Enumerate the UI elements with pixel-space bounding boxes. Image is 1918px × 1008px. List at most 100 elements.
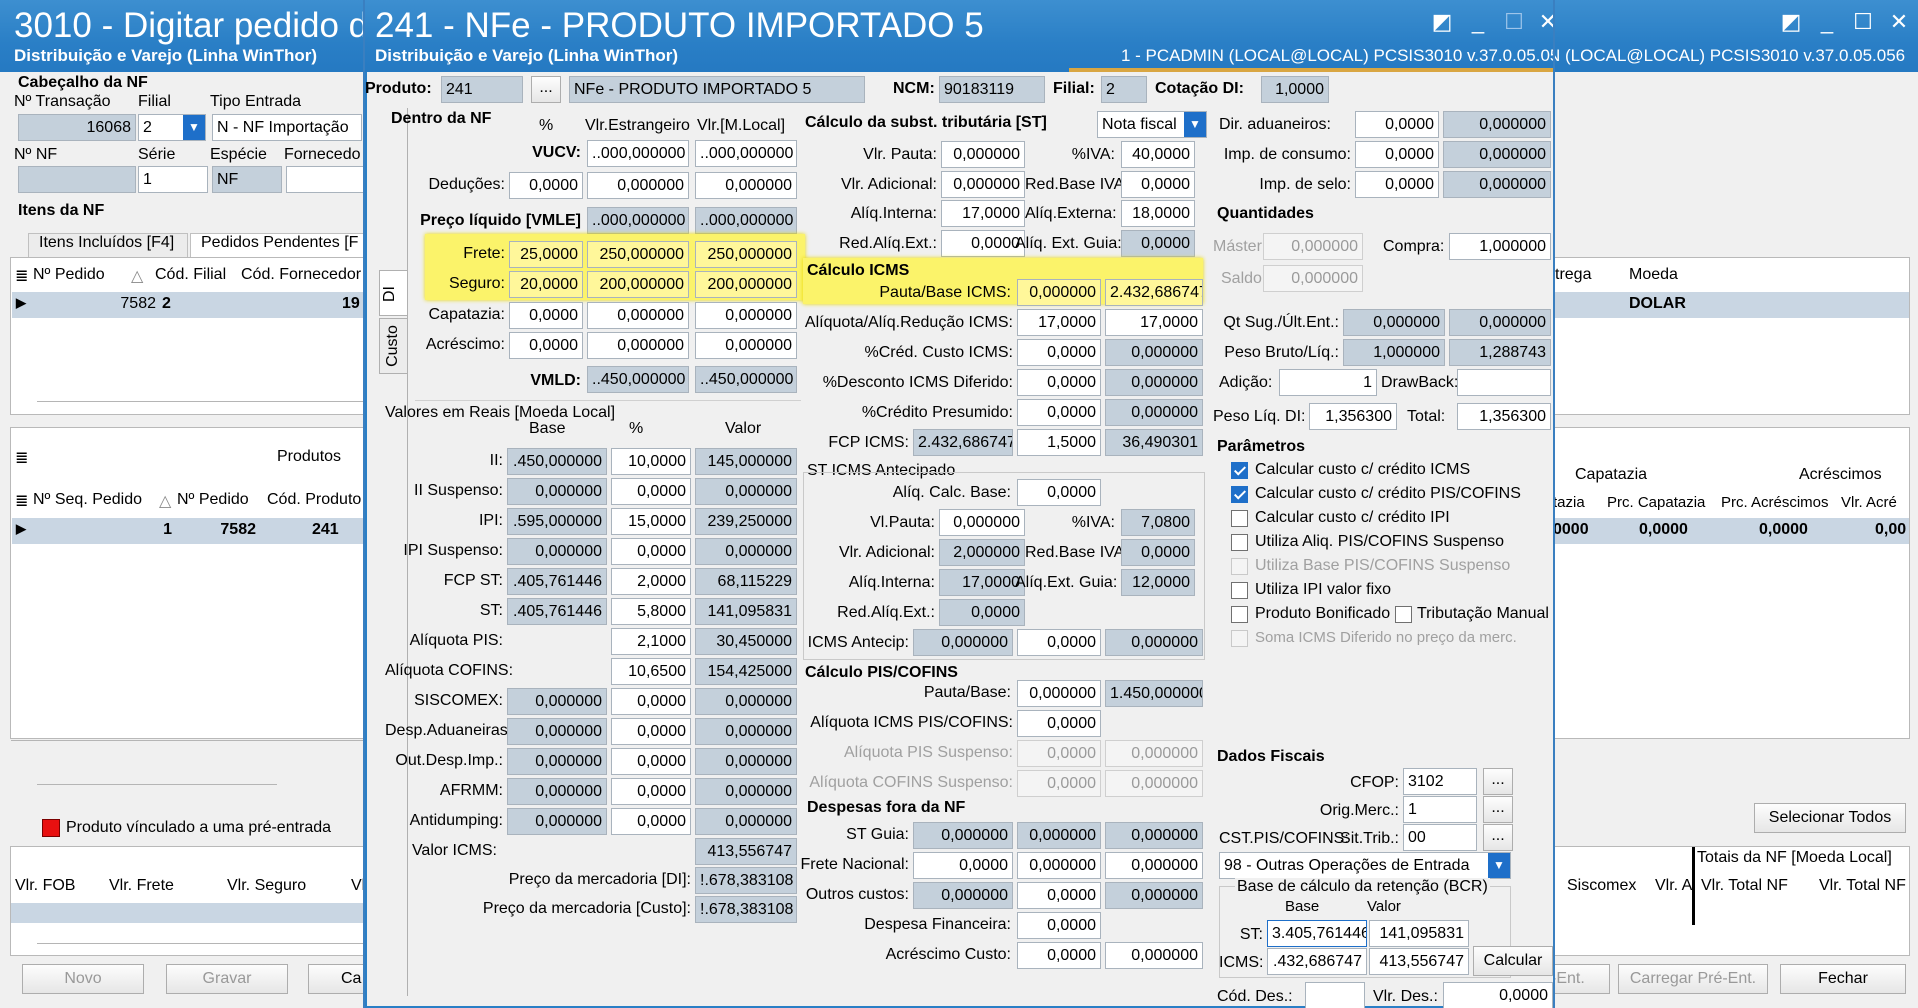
seguro-local[interactable]: 200,000000 — [695, 271, 797, 298]
vlr-des-field[interactable]: 0,0000 — [1443, 982, 1553, 1008]
imp-cons-2[interactable]: 0,000000 — [1443, 141, 1551, 168]
col-cod-filial[interactable]: Cód. Filial — [155, 266, 227, 283]
col-entrega[interactable]: trega — [1555, 266, 1592, 283]
transacao-field[interactable]: 16068 — [18, 114, 136, 141]
valor-icms-field[interactable]: 413,556747 — [695, 838, 797, 865]
antecip-vlr-adic[interactable]: 2,000000 — [939, 539, 1025, 566]
reais-row-pct[interactable]: 15,0000 — [611, 508, 691, 535]
desp-st-guia-1[interactable]: 0,000000 — [913, 822, 1013, 849]
st-aliq-guia[interactable]: 0,0000 — [1121, 230, 1195, 257]
col-vlr-seguro[interactable]: Vlr. Seguro — [227, 877, 307, 894]
reais-row-base[interactable]: 0,000000 — [507, 808, 607, 835]
pis-icms[interactable]: 0,0000 — [1017, 710, 1101, 737]
frete-pct[interactable]: 25,0000 — [509, 241, 583, 268]
col-vlr-a[interactable]: Vlr. A — [1655, 877, 1693, 894]
st-vlr-pauta[interactable]: 0,000000 — [941, 141, 1025, 168]
frete-estr[interactable]: 250,000000 — [587, 241, 689, 268]
qtd-drawback[interactable] — [1457, 369, 1551, 396]
edit-icon[interactable]: ◩ — [1431, 9, 1453, 34]
qtd-peso-di[interactable]: 1,356300 — [1309, 403, 1397, 430]
preco-custo-field[interactable]: !.678,383108 — [695, 896, 797, 923]
preco-di-field[interactable]: !.678,383108 — [695, 867, 797, 894]
st-redbase[interactable]: 0,0000 — [1121, 171, 1195, 198]
desp-outros-3[interactable]: 0,000000 — [1105, 882, 1203, 909]
ded-pct[interactable]: 0,0000 — [509, 172, 583, 199]
cancelar-button[interactable]: Ca — [308, 964, 370, 994]
param-trib-manual-checkbox[interactable] — [1395, 606, 1412, 623]
icms-cred-valor[interactable]: 0,000000 — [1105, 339, 1203, 366]
desp-fin[interactable]: 0,0000 — [1017, 912, 1101, 939]
sit-trib-field[interactable]: 00 — [1403, 824, 1477, 851]
scrollbar[interactable] — [37, 943, 367, 944]
antecip-icms-base[interactable]: 0,000000 — [913, 629, 1013, 656]
scrollbar[interactable] — [37, 784, 277, 785]
reais-row-valor[interactable]: 141,095831 — [695, 598, 797, 625]
novo-button[interactable]: Novo — [22, 964, 144, 994]
reais-row-valor[interactable]: 0,000000 — [695, 778, 797, 805]
col-vlr-acrescimos[interactable]: Vlr. Acré — [1841, 494, 1897, 511]
param-pis-checkbox[interactable] — [1231, 486, 1248, 503]
desp-acr-2[interactable]: 0,000000 — [1105, 942, 1203, 969]
seguro-estr[interactable]: 200,000000 — [587, 271, 689, 298]
col-prc-acrescimos[interactable]: Prc. Acréscimos — [1721, 494, 1829, 511]
icms-fcp-base[interactable]: 2.432,686747 — [913, 429, 1013, 456]
cofins-susp[interactable]: 0,0000 — [1017, 770, 1101, 797]
pis-pauta[interactable]: 0,000000 — [1017, 680, 1101, 707]
reais-row-base[interactable]: 0,000000 — [507, 538, 607, 565]
qtd-sug-1[interactable]: 0,000000 — [1343, 309, 1445, 336]
tab-pedidos-pendentes[interactable]: Pedidos Pendentes [F — [190, 233, 370, 257]
antecip-vl-pauta[interactable]: 0,000000 — [939, 509, 1025, 536]
selecionar-todos-button[interactable]: Selecionar Todos — [1754, 803, 1906, 833]
table-row[interactable]: ▶ 1 7582 241 — [12, 518, 369, 544]
cfop-field[interactable]: 3102 — [1403, 768, 1477, 795]
reais-row-pct[interactable]: 0,0000 — [611, 688, 691, 715]
reais-row-pct[interactable]: 5,8000 — [611, 598, 691, 625]
imp-selo-2[interactable]: 0,000000 — [1443, 171, 1551, 198]
st-red-aliq[interactable]: 0,0000 — [941, 230, 1025, 257]
tab-custo[interactable]: Custo — [379, 318, 407, 374]
icms-aliq[interactable]: 17,0000 — [1017, 309, 1101, 336]
st-aliq-ext[interactable]: 18,0000 — [1121, 200, 1195, 227]
bcr-icms-valor[interactable]: 413,556747 — [1369, 948, 1469, 975]
ded-estr[interactable]: 0,000000 — [587, 172, 689, 199]
carregar-pre-ent-button[interactable]: Carregar Pré-Ent. — [1618, 964, 1768, 994]
grid-menu-icon[interactable]: ≣ — [15, 268, 29, 285]
antecip-iva[interactable]: 7,0800 — [1121, 509, 1195, 536]
icms-fcp-pct[interactable]: 1,5000 — [1017, 429, 1101, 456]
bcr-icms-base[interactable]: .432,686747 — [1267, 948, 1367, 975]
reais-row-valor[interactable]: 0,000000 — [695, 718, 797, 745]
desp-acr-1[interactable]: 0,0000 — [1017, 942, 1101, 969]
capat-estr[interactable]: 0,000000 — [587, 302, 689, 329]
col-prc-capatazia[interactable]: Prc. Capatazia — [1607, 494, 1706, 511]
ent-button[interactable]: -Ent. — [1548, 964, 1610, 994]
grid-menu-icon[interactable]: ≣ — [15, 493, 29, 510]
pedidos-grid[interactable]: ≣ Nº Pedido △ Cód. Filial Cód. Fornecedo… — [10, 257, 370, 415]
param-base-susp-checkbox[interactable] — [1231, 558, 1248, 575]
st-aliq-int[interactable]: 17,0000 — [941, 200, 1025, 227]
param-bonificado-checkbox[interactable] — [1231, 606, 1248, 623]
cofins-susp-valor[interactable]: 0,000000 — [1105, 770, 1203, 797]
param-aliq-susp-checkbox[interactable] — [1231, 534, 1248, 551]
table-row[interactable]: 0000 0,0000 0,0000 0,00 — [1549, 518, 1909, 544]
qtd-saldo[interactable]: 0,000000 — [1263, 265, 1363, 292]
reais-row-pct[interactable]: 0,0000 — [611, 538, 691, 565]
qtd-adicao[interactable]: 1 — [1279, 369, 1377, 396]
antecip-red-aliq[interactable]: 0,0000 — [939, 599, 1025, 626]
reais-row-pct[interactable]: 0,0000 — [611, 718, 691, 745]
produtos-grid[interactable]: ≣ Produtos ≣ Nº Seq. Pedido △ Nº Pedido … — [10, 427, 370, 785]
reais-row-pct[interactable]: 2,1000 — [611, 628, 691, 655]
orig-search-button[interactable]: ... — [1483, 796, 1513, 823]
reais-row-valor[interactable]: 0,000000 — [695, 478, 797, 505]
sit-trib-search-button[interactable]: ... — [1483, 824, 1513, 851]
col-nr-pedido2[interactable]: Nº Pedido — [177, 491, 249, 508]
scrollbar[interactable] — [37, 401, 369, 402]
reais-row-valor[interactable]: 0,000000 — [695, 748, 797, 775]
st-iva[interactable]: 40,0000 — [1121, 141, 1195, 168]
qtd-compra[interactable]: 1,000000 — [1449, 233, 1551, 260]
minimize-icon[interactable]: _ — [1471, 9, 1485, 34]
reais-row-valor[interactable]: 0,000000 — [695, 808, 797, 835]
col-cod-fornecedor[interactable]: Cód. Fornecedor — [241, 266, 362, 283]
antecip-icms-pct[interactable]: 0,0000 — [1017, 629, 1101, 656]
reais-row-base[interactable]: 0,000000 — [507, 478, 607, 505]
st-vlr-adic[interactable]: 0,000000 — [941, 171, 1025, 198]
